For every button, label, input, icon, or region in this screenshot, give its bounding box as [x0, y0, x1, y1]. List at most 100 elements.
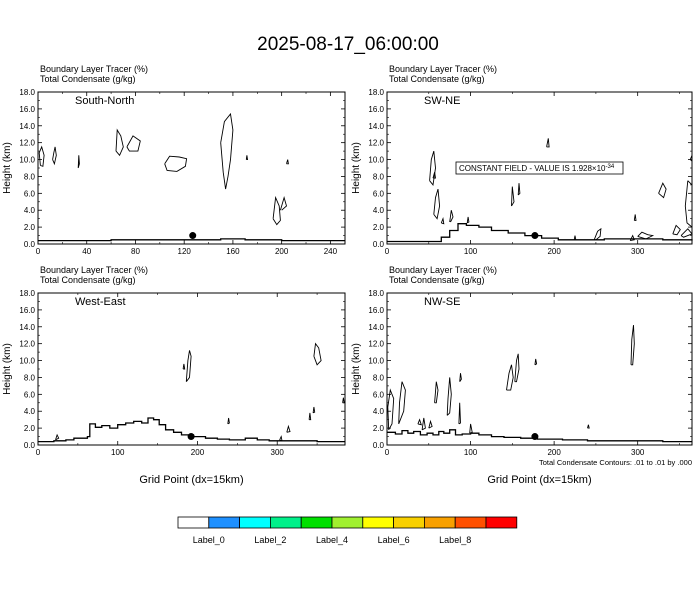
x-tick-label: 160 — [226, 247, 240, 256]
y-tick-label: 10.0 — [368, 156, 384, 165]
colorbar-label: Label_4 — [316, 535, 348, 545]
y-tick-label: 16.0 — [19, 306, 35, 315]
y-tick-label: 2.0 — [24, 424, 36, 433]
condensate-contour — [630, 325, 635, 366]
condensate-contour — [506, 364, 514, 391]
condensate-contour — [286, 159, 289, 165]
condensate-contour — [658, 182, 667, 199]
condensate-contour — [434, 381, 439, 404]
location-marker — [531, 232, 539, 240]
colorbar-swatch — [393, 516, 425, 529]
y-tick-label: 8.0 — [373, 373, 385, 382]
condensate-contour — [440, 217, 445, 225]
y-axis-label: Height (km) — [351, 343, 362, 395]
condensate-contour — [286, 424, 291, 433]
x-tick-label: 200 — [547, 247, 561, 256]
y-tick-label: 8.0 — [24, 373, 36, 382]
field-line: Boundary Layer Tracer (%) — [40, 265, 148, 275]
x-tick-label: 300 — [631, 247, 645, 256]
terrain-line — [38, 417, 345, 443]
condensate-contour — [308, 412, 312, 421]
y-tick-label: 18.0 — [19, 289, 35, 298]
y-tick-label: 16.0 — [19, 105, 35, 114]
condensate-contour — [227, 417, 230, 425]
condensate-contour — [458, 402, 461, 425]
x-tick-label: 200 — [547, 448, 561, 457]
chart-panel-2: Boundary Layer Tracer (%)Total Condensat… — [351, 64, 693, 256]
plot-frame — [37, 292, 346, 446]
field-line: Total Condensate (g/kg) — [389, 275, 485, 285]
panel-label: West-East — [75, 296, 126, 308]
footnote: Total Condensate Contours: .01 to .01 by… — [539, 458, 692, 467]
condensate-contour — [279, 195, 288, 211]
field-line: Total Condensate (g/kg) — [40, 74, 136, 84]
y-tick-label: 6.0 — [24, 390, 36, 399]
y-tick-label: 0.0 — [24, 441, 36, 450]
x-axis-label: Grid Point (dx=15km) — [487, 474, 591, 486]
condensate-contour — [182, 363, 186, 370]
colorbar: Label_0 Label_2 Label_4 Label_6 Label_8 — [177, 516, 518, 545]
condensate-contour — [459, 373, 462, 382]
x-tick-label: 300 — [271, 448, 285, 457]
condensate-contour — [593, 227, 602, 241]
y-tick-label: 0.0 — [373, 441, 385, 450]
condensate-contour — [164, 155, 188, 172]
x-tick-label: 100 — [464, 448, 478, 457]
condensate-contour — [421, 417, 426, 431]
y-tick-label: 18.0 — [19, 88, 35, 97]
x-tick-label: 300 — [631, 448, 645, 457]
panel-label: NW-SE — [424, 296, 460, 308]
condensate-contour — [446, 377, 452, 416]
x-tick-label: 0 — [36, 448, 41, 457]
y-tick-label: 12.0 — [19, 340, 35, 349]
condensate-contour — [220, 112, 234, 190]
condensate-contour — [417, 418, 422, 426]
y-tick-label: 0.0 — [24, 240, 36, 249]
colorbar-swatch — [177, 516, 210, 529]
condensate-contour — [55, 433, 60, 441]
y-tick-label: 2.0 — [373, 424, 385, 433]
condensate-contour — [38, 145, 45, 167]
x-tick-label: 100 — [464, 247, 478, 256]
panel-label: South-North — [75, 95, 134, 107]
panel-label: SW-NE — [424, 95, 460, 107]
y-tick-label: 18.0 — [368, 88, 384, 97]
y-tick-label: 0.0 — [373, 240, 385, 249]
y-tick-label: 10.0 — [368, 357, 384, 366]
colorbar-swatch — [269, 516, 302, 529]
colorbar-swatch — [485, 516, 518, 529]
y-tick-label: 8.0 — [24, 172, 36, 181]
y-tick-label: 2.0 — [24, 223, 36, 232]
colorbar-label: Label_0 — [193, 535, 225, 545]
location-marker — [187, 433, 195, 441]
condensate-contour — [185, 350, 192, 382]
y-tick-label: 8.0 — [373, 172, 385, 181]
colorbar-swatch — [208, 516, 241, 529]
x-tick-label: 0 — [385, 247, 390, 256]
y-tick-label: 2.0 — [373, 223, 385, 232]
condensate-contour — [115, 128, 124, 157]
y-tick-label: 12.0 — [19, 139, 35, 148]
condensate-contour — [245, 155, 249, 161]
y-tick-label: 10.0 — [19, 357, 35, 366]
y-tick-label: 4.0 — [24, 407, 36, 416]
colorbar-swatch — [239, 516, 271, 529]
y-tick-label: 6.0 — [373, 189, 385, 198]
condensate-contour — [629, 234, 635, 242]
x-tick-label: 0 — [36, 247, 41, 256]
colorbar-swatch — [423, 516, 456, 529]
y-tick-label: 4.0 — [373, 206, 385, 215]
condensate-contour — [546, 138, 550, 148]
y-tick-label: 18.0 — [368, 289, 384, 298]
condensate-contour — [387, 388, 395, 431]
annotation-box — [455, 161, 624, 175]
y-tick-label: 12.0 — [368, 340, 384, 349]
annotation-text: CONSTANT FIELD - VALUE IS 1.928×10-34 — [459, 164, 615, 173]
figure-title: 2025-08-17_06:00:00 — [257, 34, 439, 55]
condensate-contour — [449, 210, 454, 223]
y-tick-label: 14.0 — [368, 122, 384, 131]
y-tick-label: 14.0 — [19, 122, 35, 131]
y-tick-label: 6.0 — [24, 189, 36, 198]
condensate-contour — [517, 183, 521, 196]
